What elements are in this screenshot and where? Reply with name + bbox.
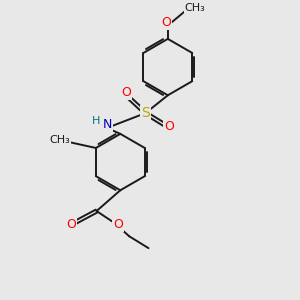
Text: CH₃: CH₃	[49, 135, 70, 145]
Text: O: O	[161, 16, 171, 29]
Text: S: S	[141, 106, 150, 120]
Text: O: O	[66, 218, 76, 231]
Text: O: O	[113, 218, 123, 231]
Text: O: O	[164, 120, 174, 133]
Text: H: H	[92, 116, 100, 126]
Text: O: O	[121, 86, 131, 99]
Text: N: N	[102, 118, 112, 131]
Text: CH₃: CH₃	[185, 3, 206, 13]
